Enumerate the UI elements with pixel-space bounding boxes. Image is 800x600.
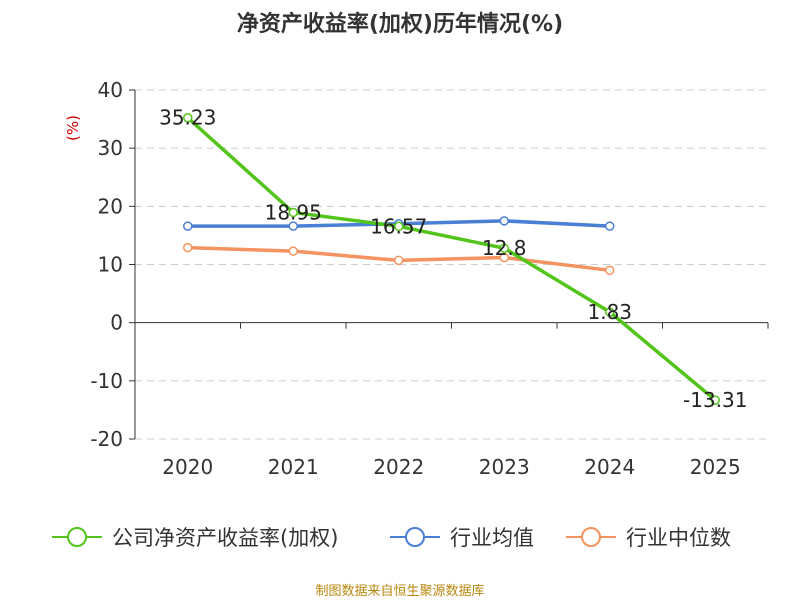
data-point-1 xyxy=(605,221,615,231)
data-point-2 xyxy=(605,265,615,276)
legend-swatch-marker xyxy=(581,527,601,547)
legend-label: 公司净资产收益率(加权) xyxy=(112,526,338,550)
data-point-0 xyxy=(394,221,404,232)
legend-label: 行业中位数 xyxy=(626,526,731,550)
data-point-0 xyxy=(288,207,298,218)
data-point-0 xyxy=(499,243,509,253)
source-note: 制图数据来自恒生聚源数据库 xyxy=(315,584,485,599)
x-tick-label: 2025 xyxy=(690,455,741,479)
data-point-0 xyxy=(183,112,193,123)
legend-label: 行业均值 xyxy=(450,526,534,550)
data-point-2 xyxy=(394,255,404,266)
label-layer: 35.23 18.95 16.57 12.8 1.83 -13.31 xyxy=(159,106,747,412)
data-label: 1.83 xyxy=(587,300,632,324)
series-layer xyxy=(183,112,720,405)
series-line-0 xyxy=(186,115,717,402)
legend-swatch-marker xyxy=(405,527,425,547)
data-point-2 xyxy=(183,242,193,253)
axis-layer: -20 -10 0 10 20 30 40 2020 2021 2022 2023 2024 2025 (… xyxy=(64,78,769,479)
data-label: -13.31 xyxy=(683,388,747,412)
data-label: 18.95 xyxy=(265,200,322,224)
data-point-0 xyxy=(710,395,720,405)
data-point-1 xyxy=(183,221,193,231)
data-point-2 xyxy=(288,246,298,256)
x-tick-label: 2024 xyxy=(584,455,635,479)
y-tick-label: 20 xyxy=(98,194,123,218)
y-tick-label: 40 xyxy=(98,78,123,102)
grid-layer xyxy=(135,89,768,440)
data-point-1 xyxy=(499,216,509,226)
y-axis-label: (%) xyxy=(64,115,82,141)
data-label: 16.57 xyxy=(370,214,427,238)
x-tick-label: 2021 xyxy=(268,455,319,479)
x-tick-label: 2020 xyxy=(162,455,213,479)
chart-title: 净资产收益率(加权)历年情况(%) xyxy=(236,12,564,37)
y-tick-label: 30 xyxy=(98,136,123,160)
legend-swatch-marker xyxy=(67,527,87,547)
y-tick-label: 10 xyxy=(98,253,123,277)
data-point-2 xyxy=(499,252,509,263)
data-label: 35.23 xyxy=(159,106,216,130)
data-point-1 xyxy=(288,221,298,231)
x-tick-label: 2023 xyxy=(479,455,530,479)
data-point-0 xyxy=(605,307,615,317)
y-tick-label: -10 xyxy=(90,369,123,393)
y-tick-label: 0 xyxy=(110,311,123,335)
legend-layer: 公司净资产收益率(加权) 行业均值 行业中位数 xyxy=(52,526,731,550)
x-tick-label: 2022 xyxy=(373,455,424,479)
data-label: 12.8 xyxy=(482,236,527,260)
y-tick-label: -20 xyxy=(90,427,123,451)
